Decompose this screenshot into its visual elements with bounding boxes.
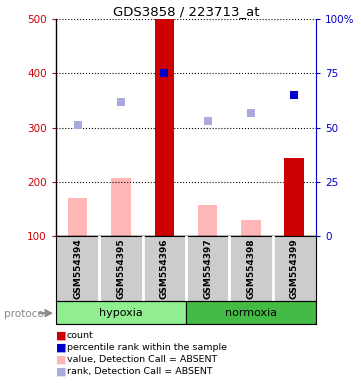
Text: GSM554395: GSM554395 [117, 238, 125, 299]
Text: GSM554394: GSM554394 [73, 238, 82, 299]
Text: GSM554397: GSM554397 [203, 238, 212, 299]
Point [118, 99, 124, 105]
Text: value, Detection Call = ABSENT: value, Detection Call = ABSENT [67, 355, 217, 364]
Text: ■: ■ [56, 331, 66, 341]
Bar [186, 301, 316, 324]
Point [291, 92, 297, 98]
Bar [241, 220, 261, 236]
Text: GSM554398: GSM554398 [247, 238, 255, 299]
Bar [198, 205, 217, 236]
Text: protocol: protocol [4, 309, 46, 319]
Text: ■: ■ [56, 343, 66, 353]
Text: ■: ■ [56, 355, 66, 365]
Text: normoxia: normoxia [225, 308, 277, 318]
Text: ■: ■ [56, 367, 66, 377]
Text: GSM554396: GSM554396 [160, 238, 169, 299]
Bar [155, 19, 174, 236]
Point [248, 110, 254, 116]
Text: count: count [67, 331, 93, 341]
Bar [56, 301, 186, 324]
Text: GSM554399: GSM554399 [290, 238, 299, 299]
Bar [68, 198, 87, 236]
Bar [284, 157, 304, 236]
Text: hypoxia: hypoxia [99, 308, 143, 318]
Point [161, 70, 167, 76]
Text: percentile rank within the sample: percentile rank within the sample [67, 343, 227, 353]
Point [205, 118, 210, 124]
Title: GDS3858 / 223713_at: GDS3858 / 223713_at [113, 5, 259, 18]
Text: rank, Detection Call = ABSENT: rank, Detection Call = ABSENT [67, 367, 212, 376]
Bar [111, 178, 131, 236]
Point [75, 122, 81, 128]
